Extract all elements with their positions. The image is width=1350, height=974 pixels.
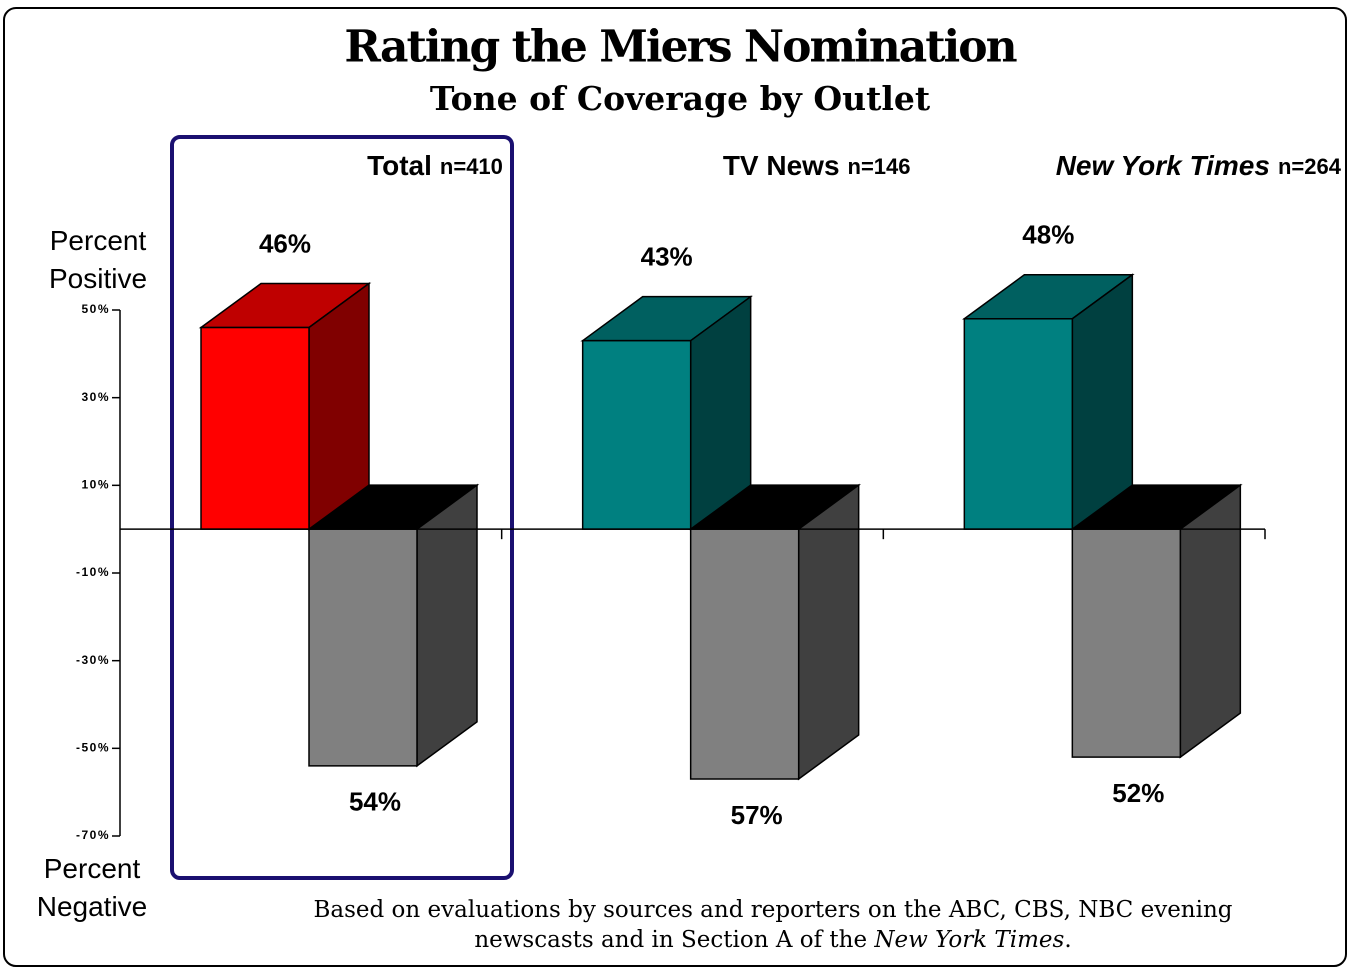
sample-size: n=410: [440, 154, 503, 179]
note: newscasts and in Section A of the New Yo…: [474, 927, 1071, 953]
chart-title: Rating the Miers Nomination: [344, 22, 1016, 73]
bar: [198, 282, 372, 531]
y-tick-label: -70%: [76, 828, 110, 842]
bar-front: [1071, 528, 1182, 758]
note: .: [1064, 927, 1071, 953]
bar-side: [1071, 273, 1134, 531]
category-name: Total: [367, 150, 432, 181]
bar-front: [581, 339, 692, 530]
category-label: TV News n=146: [723, 150, 911, 181]
sample-size: n=146: [848, 154, 911, 179]
axis-label: Negative: [37, 891, 148, 922]
axis-label: Percent Positive: [49, 225, 147, 294]
note: New York Times: [873, 927, 1064, 953]
bar-side: [308, 282, 370, 531]
bar-front: [200, 326, 310, 530]
bar-side: [416, 483, 478, 768]
bar: [306, 483, 480, 768]
y-tick-label: -30%: [76, 653, 110, 667]
bar: [962, 273, 1135, 531]
category-name: TV News: [723, 150, 840, 181]
axis-label: Percent: [50, 225, 147, 256]
bar-front: [963, 318, 1074, 530]
y-tick-label: 30%: [81, 390, 110, 404]
bar: [1070, 483, 1243, 759]
bar: [688, 483, 861, 781]
bar-side: [1179, 483, 1242, 759]
value-label: 57%: [731, 800, 783, 830]
y-tick-label: 50%: [81, 302, 110, 316]
value-label: 48%: [1022, 220, 1074, 250]
sample-size: n=264: [1278, 154, 1342, 179]
bar-front: [689, 528, 800, 780]
value-label: 46%: [259, 228, 311, 258]
category-label: New York Times n=264: [1056, 150, 1342, 181]
bar-front: [308, 528, 418, 767]
value-label: 43%: [641, 242, 693, 272]
y-tick-label: -10%: [76, 565, 110, 579]
highlight-box: [170, 135, 514, 880]
note: newscasts and in Section A of the: [474, 927, 867, 953]
value-label: 54%: [349, 787, 401, 817]
bar: [580, 295, 753, 531]
axis-label: Percent Negative: [37, 853, 148, 922]
y-tick-label: 10%: [81, 478, 110, 492]
chart-subtitle: Tone of Coverage by Outlet: [430, 79, 931, 118]
category-label: Total n=410: [367, 150, 503, 181]
y-tick-label: -50%: [76, 741, 110, 755]
note: Based on evaluations by sources and repo…: [313, 897, 1232, 923]
axis-label: Percent: [44, 853, 141, 884]
axis-label: Positive: [49, 263, 147, 294]
value-label: 52%: [1112, 778, 1164, 808]
category-name: New York Times: [1056, 150, 1270, 181]
